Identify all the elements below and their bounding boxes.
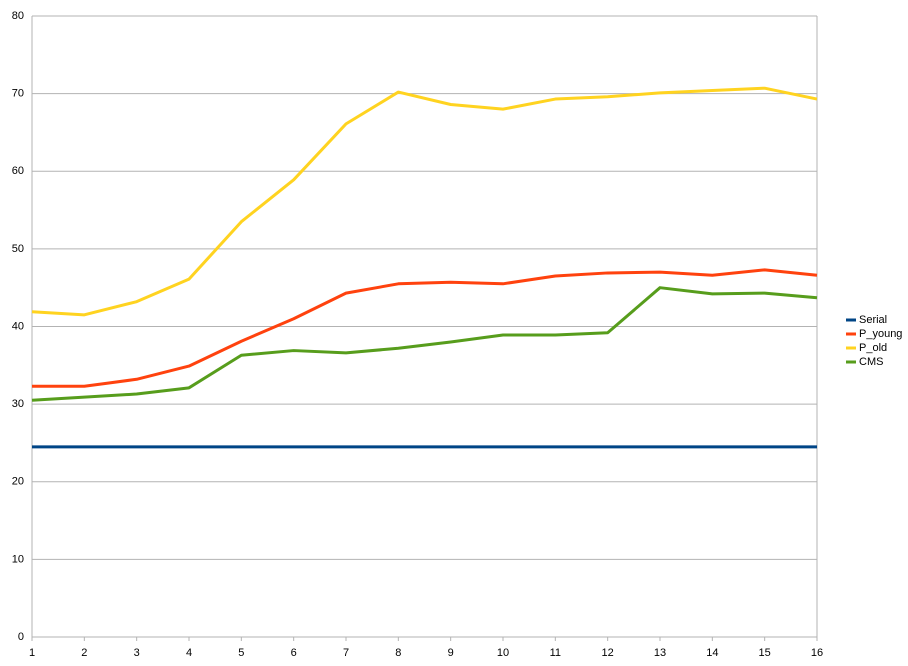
legend-label: P_old [859,342,887,354]
y-tick-label: 10 [12,553,24,565]
y-tick-label: 50 [12,243,24,255]
x-tick-label: 11 [550,647,561,659]
y-tick-label: 80 [12,10,24,22]
x-tick-label: 7 [343,647,349,659]
series-line [31,86,818,317]
legend-label: Serial [859,314,887,326]
x-tick-label: 12 [602,647,614,659]
x-tick-label: 5 [238,647,244,659]
y-tick-label: 40 [12,320,24,332]
y-tick-label: 0 [18,631,24,643]
y-tick-label: 30 [12,398,24,410]
x-tick-label: 15 [759,647,771,659]
x-tick-label: 2 [81,647,87,659]
x-tick-label: 3 [134,647,140,659]
x-tick-label: 14 [706,647,718,659]
x-tick-label: 6 [291,647,297,659]
y-tick-label: 70 [12,88,24,100]
legend-label: P_young [859,328,902,340]
legend-label: CMS [859,356,883,368]
x-tick-label: 8 [395,647,401,659]
x-tick-label: 9 [448,647,454,659]
x-tick-label: 16 [811,647,823,659]
series-line [32,268,818,388]
x-tick-label: 1 [29,647,35,659]
x-tick-label: 4 [186,647,192,659]
series-line [31,286,818,402]
x-tick-label: 13 [654,647,666,659]
y-tick-label: 20 [12,476,24,488]
y-tick-label: 60 [12,165,24,177]
x-tick-label: 10 [497,647,509,659]
